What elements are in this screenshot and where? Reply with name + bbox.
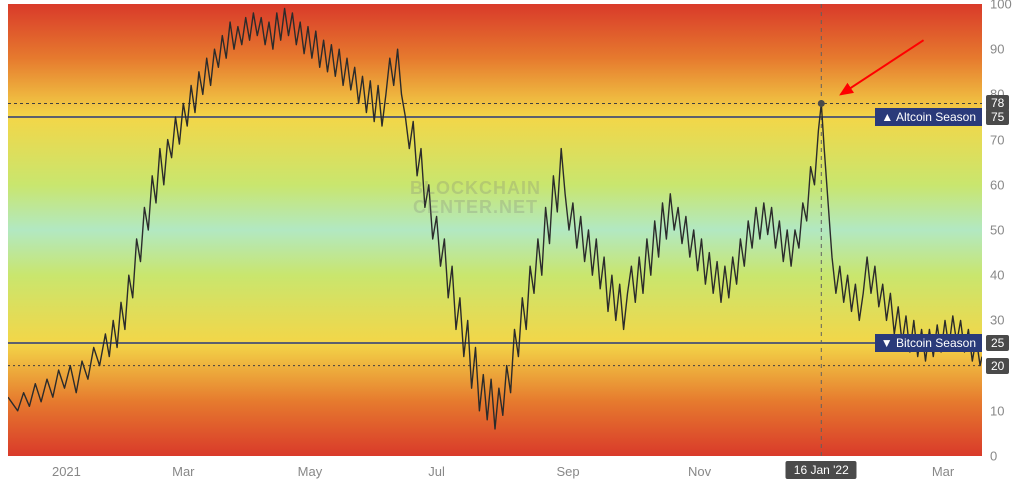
- x-tick-label: Mar: [172, 464, 194, 479]
- plot-area: BLOCKCHAIN CENTER.NET: [8, 4, 982, 456]
- cursor-date-label: 16 Jan '22: [786, 461, 857, 479]
- dashed-value-marker: 20: [986, 358, 1009, 374]
- x-tick-label: Nov: [688, 464, 711, 479]
- y-tick-label: 90: [990, 42, 1018, 57]
- x-tick-label: Sep: [556, 464, 579, 479]
- y-tick-label: 40: [990, 268, 1018, 283]
- x-tick-label: 2021: [52, 464, 81, 479]
- y-tick-label: 10: [990, 403, 1018, 418]
- altcoin-season-label: ▲ Altcoin Season: [875, 108, 982, 126]
- altcoin-season-chart: BLOCKCHAIN CENTER.NET 010203040506070809…: [0, 0, 1024, 501]
- x-tick-label: Jul: [428, 464, 445, 479]
- chart-svg-overlay: [8, 4, 982, 456]
- bitcoin-season-value-marker: 25: [986, 335, 1009, 351]
- y-tick-label: 70: [990, 132, 1018, 147]
- y-tick-label: 60: [990, 177, 1018, 192]
- x-tick-label: May: [298, 464, 323, 479]
- bitcoin-season-label: ▼ Bitcoin Season: [875, 334, 982, 352]
- y-tick-label: 30: [990, 313, 1018, 328]
- y-tick-label: 0: [990, 449, 1018, 464]
- y-tick-label: 100: [990, 0, 1018, 12]
- y-tick-label: 50: [990, 223, 1018, 238]
- dashed-value-marker: 78: [986, 95, 1009, 111]
- x-tick-label: Mar: [932, 464, 954, 479]
